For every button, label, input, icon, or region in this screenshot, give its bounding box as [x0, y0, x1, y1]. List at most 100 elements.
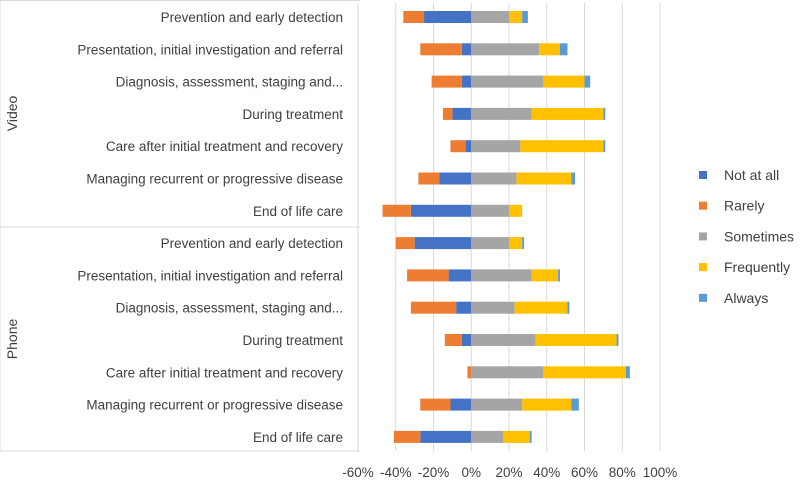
bar-sometimes: [471, 172, 517, 185]
bar-rarely: [418, 172, 440, 185]
bar-rarely: [395, 237, 415, 250]
legend-label: Rarely: [724, 198, 764, 214]
bar-rarely: [407, 269, 449, 282]
bar-frequently: [522, 398, 572, 411]
bar-frequently: [509, 11, 523, 23]
bar-rarely: [450, 140, 466, 153]
bar-not-at-all: [465, 140, 472, 153]
category-label: During treatment: [242, 107, 343, 122]
bar-always: [522, 11, 528, 23]
bar-frequently: [509, 204, 523, 217]
x-tick-label: 0%: [461, 465, 481, 479]
labels-layer: -60% -40% -20% 0% 20% 40% 60% 80% 100% Video Phone…: [4, 10, 678, 480]
category-label: Prevention and early detection: [161, 10, 343, 25]
bar-not-at-all: [461, 75, 472, 88]
bar-always: [522, 237, 525, 250]
legend-swatch: [699, 171, 707, 179]
bar-rarely: [403, 11, 425, 23]
bars-layer: [382, 11, 630, 443]
group-label-phone: Phone: [4, 319, 20, 360]
legend-swatch: [699, 293, 707, 302]
bar-not-at-all: [461, 43, 472, 56]
bar-always: [626, 366, 630, 379]
x-tick-label: 80%: [609, 465, 636, 479]
bar-frequently: [539, 43, 560, 56]
bar-not-at-all: [452, 107, 472, 120]
bar-frequently: [520, 140, 604, 153]
category-label: End of life care: [253, 204, 343, 219]
bar-rarely: [382, 204, 411, 217]
bar-frequently: [503, 430, 530, 443]
bar-rarely: [442, 107, 453, 120]
bar-sometimes: [471, 269, 532, 282]
legend-swatch: [699, 263, 707, 272]
bar-sometimes: [471, 430, 504, 443]
bar-sometimes: [471, 43, 540, 56]
bar-sometimes: [471, 301, 515, 314]
bar-not-at-all: [456, 301, 472, 314]
category-label: Managing recurrent or progressive diseas…: [86, 398, 343, 413]
bar-sometimes: [471, 334, 536, 346]
bar-sometimes: [471, 204, 509, 217]
bar-not-at-all: [439, 172, 472, 185]
bar-always: [558, 269, 560, 282]
frame-layer: [0, 0, 360, 452]
bar-not-at-all: [448, 269, 472, 282]
category-label: End of life care: [253, 430, 343, 445]
bar-always: [603, 140, 606, 153]
bar-frequently: [509, 237, 523, 250]
x-tick-label: 100%: [643, 465, 678, 479]
legend-swatch: [699, 201, 707, 210]
bar-always: [616, 334, 619, 346]
bar-always: [603, 107, 606, 120]
x-tick-label: -20%: [418, 465, 450, 479]
bar-not-at-all: [450, 398, 472, 411]
category-label: Diagnosis, assessment, staging and...: [116, 301, 343, 316]
category-label: Managing recurrent or progressive diseas…: [86, 172, 343, 187]
bar-sometimes: [471, 11, 509, 23]
bar-sometimes: [471, 107, 532, 120]
bar-always: [584, 75, 591, 88]
bar-frequently: [514, 301, 568, 314]
group-label-video: Video: [4, 95, 20, 131]
bar-always: [571, 398, 579, 411]
x-tick-label: 40%: [533, 465, 560, 479]
grid-layer: [357, 3, 661, 451]
bar-always: [529, 430, 532, 443]
x-tick-label: 20%: [495, 465, 522, 479]
x-tick-label: -40%: [380, 465, 412, 479]
x-tick-label: -60%: [342, 465, 374, 479]
bar-sometimes: [471, 237, 509, 250]
bar-sometimes: [471, 398, 523, 411]
bar-sometimes: [471, 140, 521, 153]
bar-rarely: [410, 301, 457, 314]
category-label: Presentation, initial investigation and …: [77, 268, 343, 283]
legend-layer: Not at all Rarely Sometimes Frequently Alway…: [699, 167, 794, 306]
legend-label: Frequently: [724, 259, 790, 275]
category-label: Presentation, initial investigation and …: [77, 42, 343, 57]
bar-frequently: [542, 75, 585, 88]
bar-rarely: [444, 334, 462, 346]
category-label: Care after initial treatment and recover…: [106, 139, 343, 154]
bar-not-at-all: [410, 204, 472, 217]
bar-frequently: [531, 107, 604, 120]
legend-label: Not at all: [724, 167, 779, 183]
category-label: Diagnosis, assessment, staging and...: [116, 75, 343, 90]
bar-sometimes: [471, 366, 543, 379]
category-label: Care after initial treatment and recover…: [106, 365, 343, 380]
bar-always: [559, 43, 568, 56]
bar-not-at-all: [424, 11, 472, 23]
category-label: During treatment: [242, 333, 343, 348]
bar-frequently: [542, 366, 627, 379]
legend-label: Always: [724, 290, 768, 306]
legend-swatch: [699, 232, 707, 241]
bar-always: [571, 172, 576, 185]
bar-frequently: [531, 269, 559, 282]
bar-not-at-all: [414, 237, 472, 250]
bar-rarely: [393, 430, 421, 443]
bar-always: [567, 301, 570, 314]
bar-rarely: [420, 398, 451, 411]
bar-frequently: [516, 172, 572, 185]
